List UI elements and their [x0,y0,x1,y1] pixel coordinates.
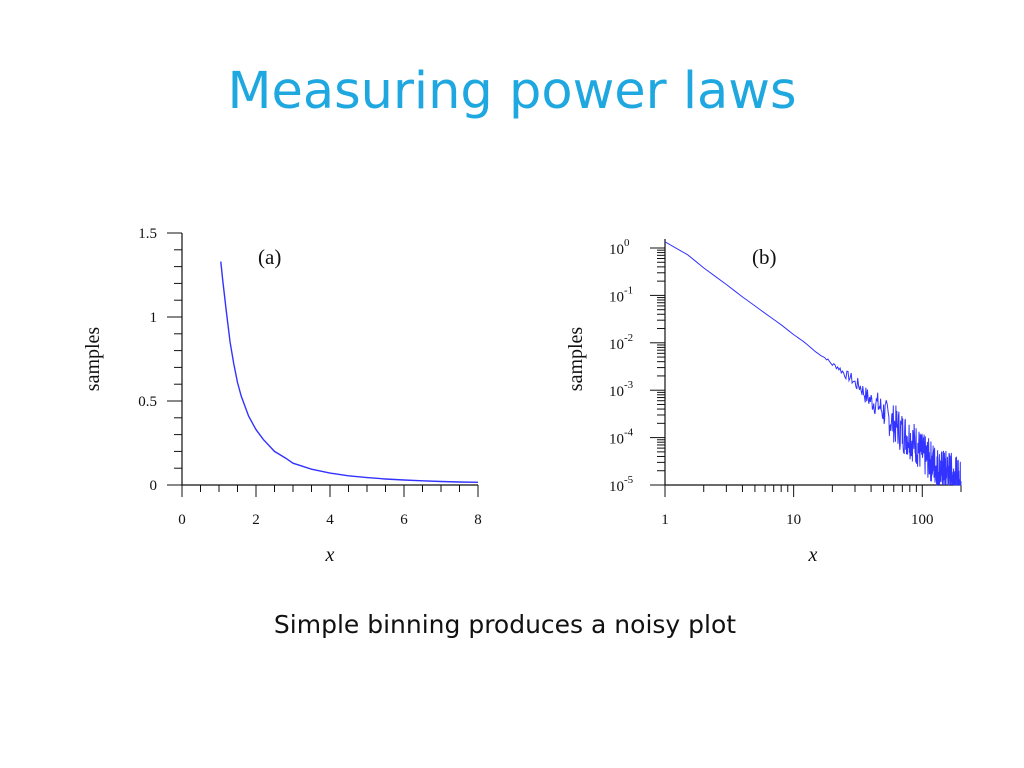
panel-a-x-tick-label: 8 [474,512,482,528]
panel-a-x-tick-label: 0 [178,512,186,528]
chart-panel-a: 0 2 4 6 8 0 0.5 1 1.5 (a) x samples [82,226,482,566]
panel-b-y-tick-label: 10-4 [609,427,634,448]
panel-b-x-tick-label: 10 [786,512,801,528]
panel-b-x-tick-label: 1 [661,512,669,528]
panel-a-label: (a) [258,245,281,269]
panel-a-x-tick-label: 2 [252,512,260,528]
panel-a-series-line [220,261,479,483]
panel-a-x-axis-label: x [325,544,335,566]
panel-b-series-line [664,241,962,486]
panel-b-y-tick-label: 10-5 [609,474,634,495]
panel-a-x-tick-label: 4 [326,512,334,528]
panel-b-x-tick-label: 100 [911,512,934,528]
panel-a-x-tick-label: 6 [400,512,408,528]
panel-a-y-tick-label: 1 [150,310,158,326]
panel-a-y-axis-label: samples [82,327,104,392]
slide-caption: Simple binning produces a noisy plot [273,610,737,639]
panel-a-y-tick-label: 0.5 [138,394,157,410]
chart-panel-b: 1 10 100 100 10-1 10-2 10-3 10-4 10-5 (b) x samp… [565,237,962,566]
panel-b-y-tick-label: 100 [609,237,630,258]
slide-title: Measuring power laws [227,62,797,121]
panel-b-y-tick-label: 10-3 [609,379,634,400]
panel-b-x-axis-label: x [808,544,818,566]
panel-a-y-tick-label: 1.5 [138,226,157,242]
panel-b-y-tick-label: 10-1 [609,284,633,305]
panel-b-y-axis-label: samples [565,327,587,392]
panel-b-y-tick-label: 10-2 [609,332,633,353]
panel-b-label: (b) [752,245,777,269]
panel-a-y-tick-label: 0 [150,478,158,494]
